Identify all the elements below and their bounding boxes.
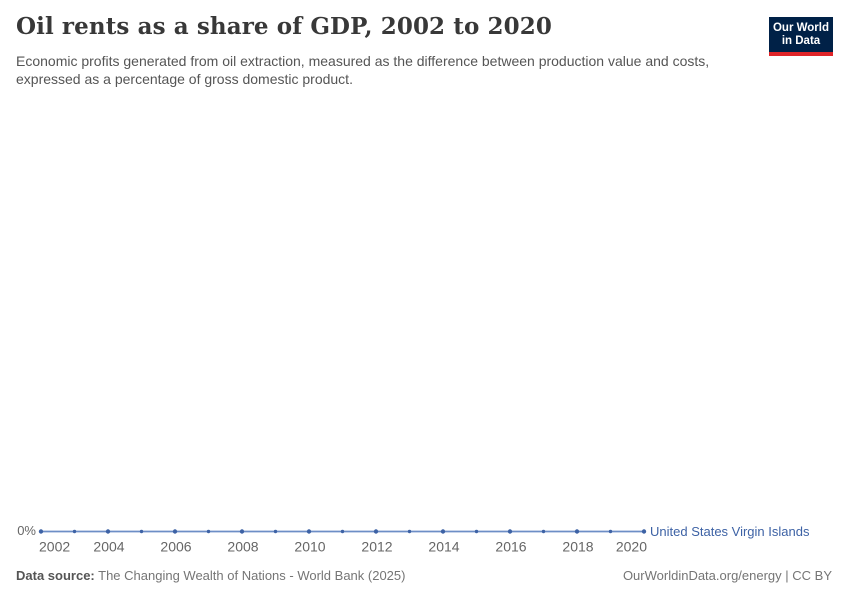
- owid-logo-line2: in Data: [781, 34, 821, 47]
- owid-logo-line1: Our World: [772, 21, 829, 34]
- data-source-note: Data source: The Changing Wealth of Nati…: [16, 568, 405, 583]
- chart-subtitle: Economic profits generated from oil extr…: [16, 53, 710, 87]
- y-axis-zero-tick-label: 0%: [17, 523, 36, 538]
- x-axis-tick-label: 2008: [227, 539, 258, 555]
- owid-logo[interactable]: Our World in Data: [769, 17, 833, 56]
- owid-url-license-link[interactable]: OurWorldinData.org/energy | CC BY: [622, 568, 832, 583]
- data-source-label: Data source:: [16, 568, 95, 583]
- x-axis-tick-label: 2002: [39, 539, 70, 555]
- x-axis-tick-label: 2012: [361, 539, 392, 555]
- x-axis-tick-label: 2020: [616, 539, 647, 555]
- x-axis-tick-label: 2010: [294, 539, 325, 555]
- x-axis-tick-label: 2014: [428, 539, 459, 555]
- x-axis-tick-label: 2006: [160, 539, 191, 555]
- x-axis-tick-label: 2004: [93, 539, 124, 555]
- x-axis-tick-label: 2016: [495, 539, 526, 555]
- data-source-value: The Changing Wealth of Nations - World B…: [94, 568, 406, 583]
- page-title: Oil rents as a share of GDP, 2002 to 202…: [16, 13, 552, 40]
- x-axis-tick-label: 2018: [562, 539, 593, 555]
- series-label-united-states-virgin-islands[interactable]: United States Virgin Islands: [650, 524, 810, 539]
